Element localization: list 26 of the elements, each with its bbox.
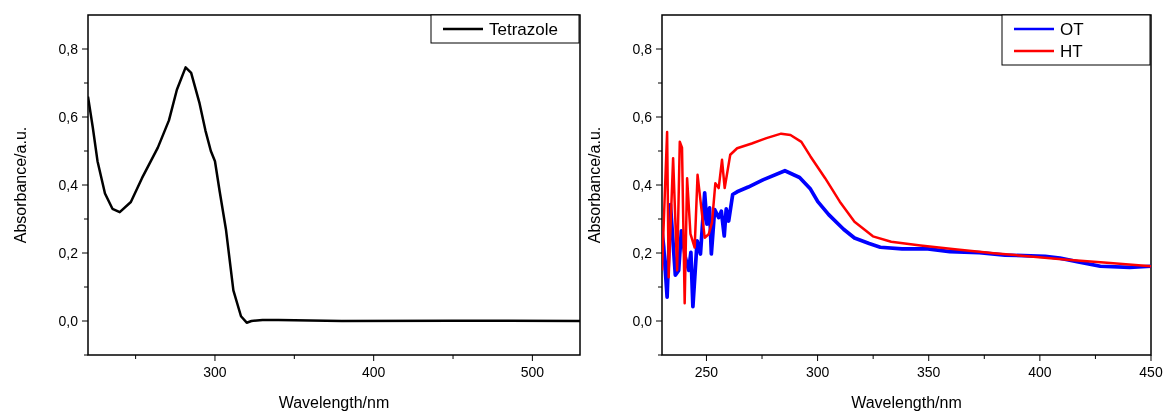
y-tick-label: 0,2 — [632, 244, 653, 261]
x-tick-label: 350 — [917, 364, 941, 380]
y-tick-label: 0,2 — [58, 244, 79, 261]
y-tick-label: 0,8 — [58, 40, 79, 57]
line-series — [662, 130, 1151, 305]
y-tick-label: 0,4 — [58, 176, 79, 193]
y-axis-title: Absorbance/a.u. — [586, 126, 603, 244]
y-tick-label: 0,0 — [632, 312, 653, 329]
y-tick-label: 0,0 — [58, 312, 79, 329]
x-axis-title: Wavelength/nm — [851, 394, 962, 411]
legend-label: OT — [1060, 19, 1084, 39]
x-tick-label: 450 — [1139, 364, 1163, 380]
x-axis-title: Wavelength/nm — [278, 394, 390, 411]
y-tick-label: 0,8 — [632, 40, 653, 57]
x-tick-label: 300 — [203, 364, 227, 380]
y-tick-label: 0,4 — [632, 176, 653, 193]
x-tick-label: 400 — [1028, 364, 1052, 380]
x-tick-label: 300 — [805, 364, 830, 380]
x-tick-label: 400 — [362, 364, 386, 380]
y-tick-label: 0,6 — [58, 108, 79, 125]
legend-label: Tetrazole — [489, 19, 558, 39]
legend-label: HT — [1060, 41, 1083, 61]
y-axis-title: Absorbance/a.u. — [12, 126, 29, 244]
x-tick-label: 250 — [694, 364, 719, 380]
x-tick-label: 500 — [520, 364, 545, 380]
y-tick-label: 0,6 — [632, 108, 653, 125]
